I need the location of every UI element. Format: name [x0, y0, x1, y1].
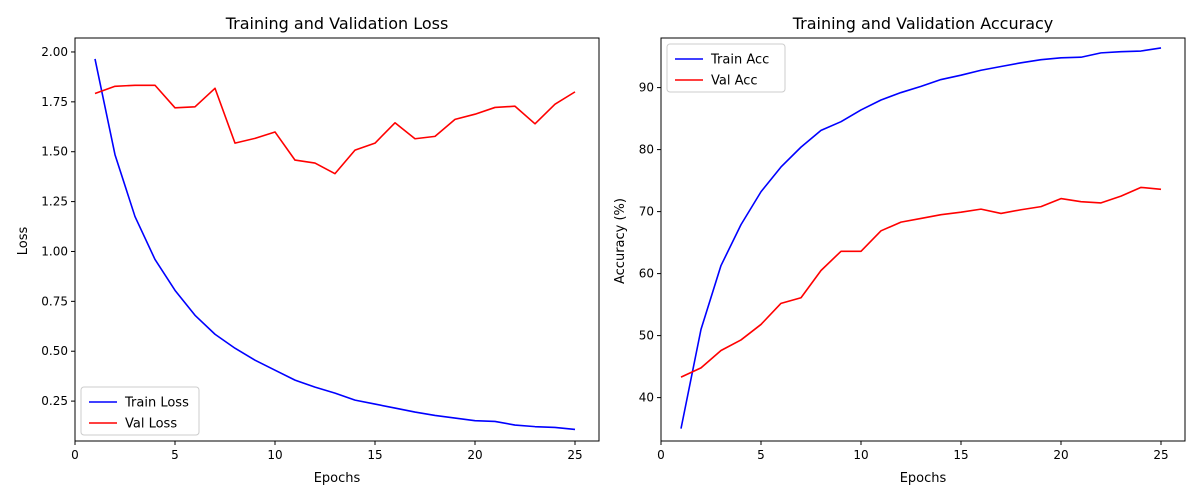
loss-x-axis-label: Epochs [314, 471, 361, 486]
accuracy-y-tick-label: 80 [639, 143, 654, 157]
accuracy-x-tick-label: 5 [757, 448, 765, 462]
accuracy-y-tick-label: 50 [639, 329, 654, 343]
loss-chart: Training and Validation Loss 0 5 10 15 20 250… [16, 14, 600, 486]
loss-chart-title: Training and Validation Loss [225, 14, 449, 33]
accuracy-x-tick-label: 15 [953, 448, 968, 462]
accuracy-chart-title: Training and Validation Accuracy [792, 14, 1054, 33]
accuracy-axes-frame [660, 37, 1186, 442]
accuracy-series-line-train-acc [680, 47, 1162, 429]
accuracy-chart: Training and Validation Accuracy 0 5 10 15 2… [613, 14, 1186, 486]
accuracy-x-tick-label: 20 [1053, 448, 1068, 462]
loss-axes-frame [74, 37, 600, 442]
loss-y-tick-label: 0.75 [41, 294, 68, 308]
loss-y-tick-label: 0.25 [41, 394, 68, 408]
loss-x-tick-label: 25 [567, 448, 582, 462]
loss-y-tick-label: 1.25 [41, 195, 68, 209]
accuracy-legend: Train Acc Val Acc [666, 43, 786, 93]
loss-y-tick-label: 1.75 [41, 95, 68, 109]
loss-y-tick-label: 1.00 [41, 244, 68, 258]
loss-legend: Train Loss Val Loss [80, 386, 200, 436]
loss-y-axis-label: Loss [16, 227, 31, 256]
loss-x-tick-label: 10 [267, 448, 282, 462]
accuracy-plot-area: 0 5 10 15 20 25 40 50 60 70 80 90 Train Acc Val Acc [639, 37, 1186, 462]
loss-plot-area: 0 5 10 15 20 25 0.25 0.50 0.75 1.00 1.25 1.50 1.75 2.… [41, 37, 600, 462]
loss-y-tick-label: 1.50 [41, 145, 68, 159]
loss-x-tick-label: 5 [171, 448, 179, 462]
loss-x-tick-label: 15 [367, 448, 382, 462]
accuracy-x-tick-label: 25 [1153, 448, 1168, 462]
accuracy-y-axis-label: Accuracy (%) [613, 198, 628, 284]
loss-y-tick-label: 2.00 [41, 45, 68, 59]
accuracy-legend-label: Val Acc [711, 74, 758, 89]
accuracy-x-tick-label: 10 [853, 448, 868, 462]
accuracy-y-tick-label: 90 [639, 81, 654, 95]
accuracy-x-axis-label: Epochs [900, 471, 947, 486]
accuracy-x-tick-label: 0 [657, 448, 665, 462]
loss-x-tick-label: 0 [71, 448, 79, 462]
loss-legend-label: Train Loss [124, 396, 189, 411]
loss-series-line-val-loss [94, 84, 576, 175]
loss-y-tick-label: 0.50 [41, 344, 68, 358]
loss-x-tick-label: 20 [467, 448, 482, 462]
accuracy-y-tick-label: 70 [639, 205, 654, 219]
accuracy-y-tick-label: 40 [639, 391, 654, 405]
accuracy-series-line-val-acc [680, 186, 1162, 378]
accuracy-y-tick-label: 60 [639, 267, 654, 281]
accuracy-legend-label: Train Acc [710, 53, 769, 68]
loss-legend-label: Val Loss [125, 417, 177, 432]
loss-series-line-train-loss [94, 58, 576, 431]
